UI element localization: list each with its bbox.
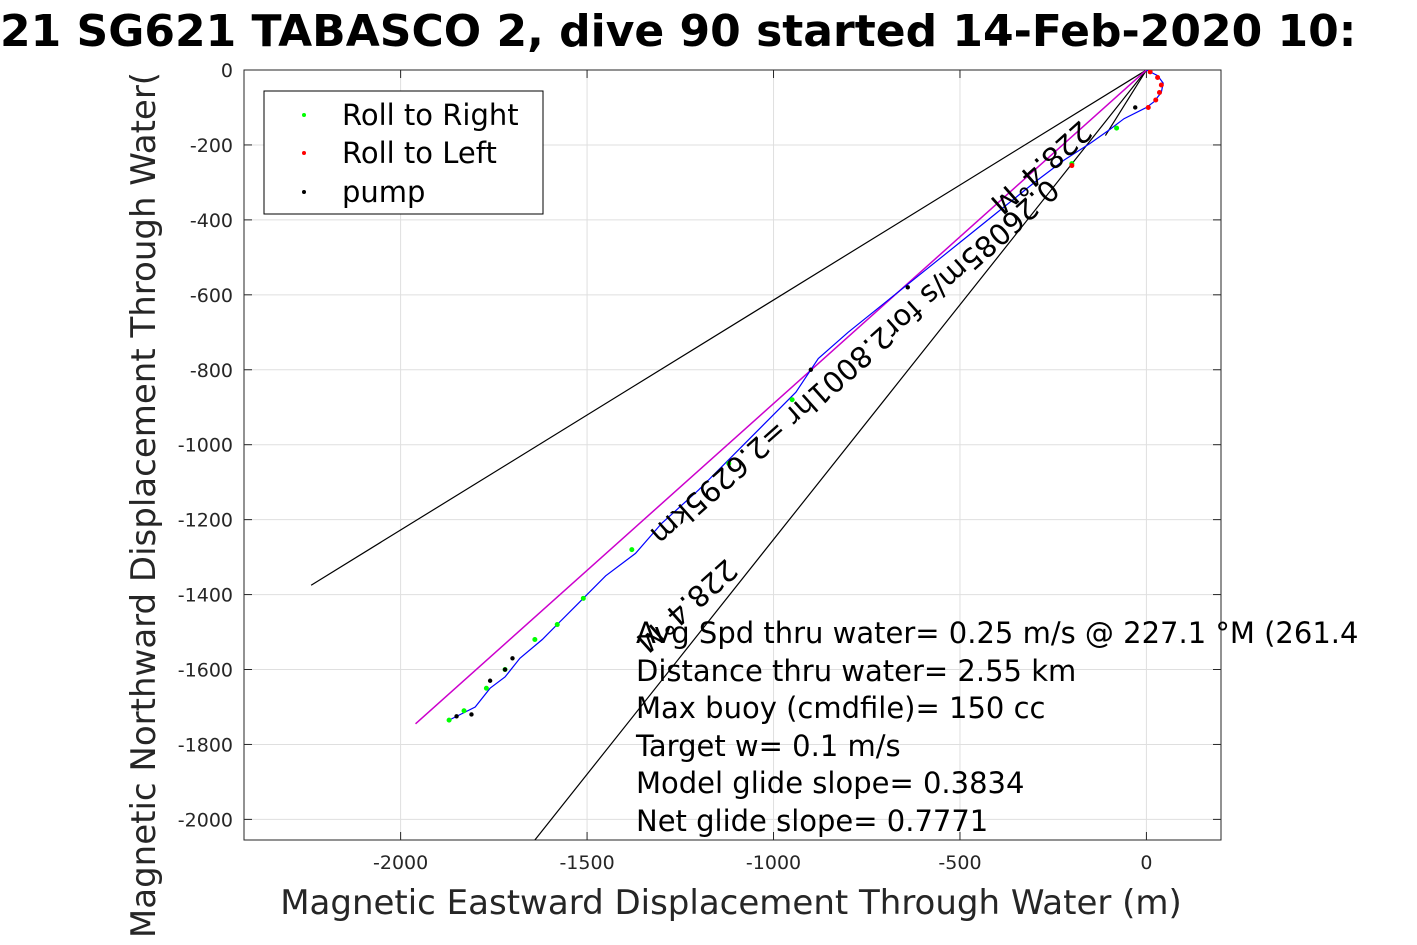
x-tick-label: -2000 bbox=[373, 852, 428, 874]
roll-left-marker bbox=[1069, 163, 1075, 169]
legend-marker-roll-left bbox=[302, 151, 306, 155]
y-tick-label: -600 bbox=[190, 285, 233, 307]
y-tick-label: -1600 bbox=[178, 660, 233, 682]
model-track-line bbox=[415, 70, 1147, 725]
y-tick-label: -400 bbox=[190, 210, 233, 232]
annotation-distance: Distance thru water= 2.55 km bbox=[636, 654, 1076, 688]
chart-title: 21 SG621 TABASCO 2, dive 90 started 14-F… bbox=[0, 6, 1356, 57]
roll-right-marker bbox=[726, 460, 732, 466]
roll-right-marker bbox=[1114, 125, 1120, 131]
roll-left-marker bbox=[1158, 82, 1164, 88]
axes-box bbox=[243, 69, 1222, 841]
legend-label-roll-left: Roll to Left bbox=[342, 136, 497, 170]
heading-bound-line bbox=[310, 70, 1147, 586]
roll-right-marker bbox=[483, 685, 489, 691]
annotation-avg-speed: Avg Spd thru water= 0.25 m/s @ 227.1 °M … bbox=[636, 616, 1358, 650]
y-tick-label: -1800 bbox=[178, 734, 233, 756]
legend-box bbox=[263, 90, 544, 215]
legend-label-roll-right: Roll to Right bbox=[342, 98, 519, 132]
pump-marker bbox=[454, 714, 459, 719]
roll-right-marker bbox=[461, 708, 467, 714]
roll-left-marker bbox=[1156, 89, 1162, 95]
annotation-max-buoy: Max buoy (cmdfile)= 150 cc bbox=[636, 691, 1045, 725]
y-tick-label: 0 bbox=[221, 60, 233, 82]
x-tick-label: 0 bbox=[1140, 852, 1152, 874]
annotation-box: Avg Spd thru water= 0.25 m/s @ 227.1 °M … bbox=[635, 616, 1358, 838]
roll-right-marker bbox=[580, 595, 586, 601]
x-tick-label: -500 bbox=[938, 852, 981, 874]
x-tick-label: -1000 bbox=[746, 852, 801, 874]
y-tick-label: -1000 bbox=[178, 435, 233, 457]
legend-label-pump: pump bbox=[342, 175, 425, 209]
pump-marker bbox=[502, 667, 508, 672]
y-tick-label: -200 bbox=[190, 135, 233, 157]
y-tick-label: -1200 bbox=[178, 510, 233, 532]
annotation-target-w: Target w= 0.1 m/s bbox=[635, 729, 901, 763]
pump-marker bbox=[808, 367, 814, 372]
legend-marker-pump bbox=[302, 190, 306, 194]
roll-left-marker bbox=[1153, 97, 1159, 103]
legend-marker-roll-right bbox=[302, 113, 306, 117]
y-tick-label: -1400 bbox=[178, 585, 233, 607]
axes: -2000 -1500 -1000 -500 0 0 -200 -400 -600 -800 -10… bbox=[178, 60, 1222, 874]
y-tick-label: -800 bbox=[190, 360, 233, 382]
roll-left-marker bbox=[1145, 104, 1151, 110]
y-tick-label: -2000 bbox=[178, 809, 233, 831]
x-tick-label: -1500 bbox=[559, 852, 614, 874]
roll-left-marker bbox=[1155, 74, 1161, 80]
legend: Roll to Right Roll to Left pump bbox=[263, 90, 544, 215]
roll-right-marker bbox=[446, 717, 452, 723]
annotation-net-glide-slope: Net glide slope= 0.7771 bbox=[636, 804, 988, 838]
roll-left-marker bbox=[1147, 70, 1153, 75]
roll-right-marker bbox=[532, 637, 538, 643]
roll-right-marker bbox=[789, 397, 795, 403]
y-axis-label: Magnetic Northward Displacement Through … bbox=[124, 72, 164, 938]
x-axis-label: Magnetic Eastward Displacement Through W… bbox=[280, 883, 1182, 923]
roll-right-marker bbox=[554, 622, 560, 628]
track-line bbox=[448, 70, 1164, 721]
annotation-model-glide-slope: Model glide slope= 0.3834 bbox=[636, 766, 1024, 800]
heading-bound-line bbox=[534, 70, 1147, 840]
roll-right-marker bbox=[629, 547, 635, 553]
pump-marker bbox=[905, 285, 910, 290]
pump-marker bbox=[1133, 105, 1138, 110]
pump-marker bbox=[487, 678, 493, 683]
pump-marker bbox=[469, 712, 474, 717]
heading-bound-line bbox=[1104, 70, 1147, 136]
pump-marker bbox=[510, 656, 515, 661]
